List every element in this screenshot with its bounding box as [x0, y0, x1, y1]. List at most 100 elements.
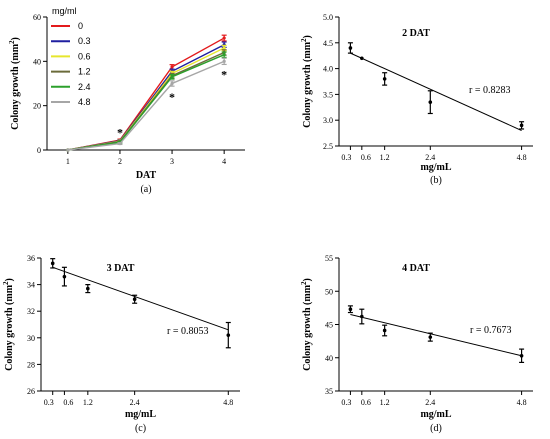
- y-tick-label: 50: [325, 287, 333, 296]
- data-point-0-3: [222, 36, 226, 40]
- legend-entry-3: 1.2: [78, 67, 91, 77]
- data-point-0: [348, 307, 353, 312]
- regression-line: [52, 266, 229, 331]
- y-tick-label: 3.5: [323, 90, 333, 99]
- data-point-4-2: [170, 75, 174, 79]
- panel-caption: (b): [430, 175, 442, 186]
- x-tick-label: 4.8: [223, 398, 233, 407]
- data-point-3: [428, 100, 433, 104]
- data-point-2: [382, 77, 387, 81]
- x-axis-label: mg/mL: [125, 409, 156, 420]
- y-tick-label: 35: [325, 387, 333, 396]
- panel-b: 2.5 3.0 3.5 4.0 4.5 5.0 0.3 0.6 1.2 2.4 4.8 2 DAT mg…: [300, 13, 533, 186]
- y-tick-label: 55: [325, 254, 333, 263]
- series-line-0: [67, 37, 225, 151]
- significance-marker-1: *: [169, 90, 175, 104]
- x-tick-label: 1: [66, 157, 70, 166]
- data-point-4: [226, 333, 231, 337]
- series-line-1: [67, 44, 225, 151]
- panel-caption: (a): [140, 184, 151, 195]
- data-point-1: [360, 314, 364, 319]
- y-axis-label: Colony growth (mm2): [300, 35, 313, 128]
- y-tick-label: 32: [27, 307, 35, 316]
- panel-d: 35 40 45 50 55 0.3 0.6 1.2 2.4 4.8 4 DAT mg/mL Colon…: [300, 254, 533, 434]
- x-tick-label: 1.2: [380, 398, 390, 407]
- x-tick-label: 0.3: [341, 153, 351, 162]
- x-axis-label: mg/mL: [420, 162, 451, 173]
- data-point-1: [360, 56, 364, 61]
- x-tick-label: 2.4: [425, 153, 435, 162]
- data-point-4: [519, 123, 524, 128]
- y-tick-label: 40: [325, 354, 333, 363]
- y-tick-label: 20: [33, 102, 41, 111]
- data-point-2: [86, 286, 90, 291]
- y-tick-label: 36: [27, 254, 35, 263]
- series-line-5: [67, 60, 225, 151]
- panel-title: 3 DAT: [107, 263, 135, 274]
- data-point-1: [62, 274, 67, 279]
- y-tick-label: 28: [27, 360, 35, 369]
- correlation-label: r = 0.8283: [469, 85, 510, 96]
- y-tick-label: 5.0: [323, 13, 333, 22]
- x-tick-label: 0.6: [361, 153, 371, 162]
- data-point-5-2: [170, 81, 174, 86]
- panel-title: 2 DAT: [402, 28, 430, 39]
- legend-entry-1: 0.3: [78, 36, 91, 46]
- legend-entry-0: 0: [78, 21, 83, 31]
- x-tick-label: 1.2: [83, 398, 93, 407]
- y-tick-label: 45: [325, 321, 333, 330]
- x-tick-label: 4: [222, 157, 226, 166]
- x-tick-label: 4.8: [517, 153, 527, 162]
- y-tick-label: 4.0: [323, 65, 333, 74]
- legend-title: mg/ml: [52, 6, 77, 16]
- x-tick-label: 4.8: [517, 398, 527, 407]
- data-point-0: [348, 46, 353, 50]
- data-point-4-3: [222, 53, 226, 57]
- x-tick-label: 1.2: [380, 153, 390, 162]
- significance-marker-0: *: [117, 125, 123, 139]
- correlation-label: r = 0.7673: [470, 325, 511, 336]
- panel-c: 26 28 30 32 34 36 0.3 0.6 1.2 2.4 4.8 3 DAT mg/mL Col…: [2, 254, 240, 434]
- correlation-label: r = 0.8053: [167, 326, 208, 337]
- data-point-5-1: [118, 141, 122, 146]
- x-tick-label: 2.4: [130, 398, 140, 407]
- regression-line: [350, 314, 522, 357]
- y-tick-label: 0: [37, 146, 41, 155]
- data-point-5-3: [222, 59, 226, 63]
- series-line-3: [67, 51, 225, 151]
- panel-caption: (d): [430, 423, 442, 434]
- data-point-2-3: [222, 46, 226, 50]
- x-axis-label: DAT: [136, 170, 157, 181]
- panel-a: 0 20 40 60 1 2 3 4 DAT Colony growth (mm2) (a) * * * m…: [8, 6, 245, 195]
- data-point-3: [132, 297, 137, 302]
- x-tick-label: 2.4: [425, 398, 435, 407]
- y-tick-label: 3.0: [323, 116, 333, 125]
- y-tick-label: 2.5: [323, 142, 333, 151]
- y-axis-label: Colony growth (mm2): [2, 278, 15, 371]
- legend-entry-2: 0.6: [78, 51, 91, 61]
- y-tick-label: 4.5: [323, 39, 333, 48]
- significance-marker-2: *: [221, 68, 227, 82]
- legend-entry-4: 2.4: [78, 82, 91, 92]
- x-tick-label: 0.6: [63, 398, 73, 407]
- data-point-0: [50, 261, 55, 266]
- regression-line: [350, 52, 522, 131]
- y-tick-label: 26: [27, 387, 35, 396]
- panel-title: 4 DAT: [402, 263, 430, 274]
- y-tick-label: 30: [27, 334, 35, 343]
- y-tick-label: 60: [33, 13, 41, 22]
- x-tick-label: 0.6: [361, 398, 371, 407]
- data-point-3: [428, 335, 433, 339]
- data-point-2: [382, 328, 387, 333]
- y-tick-label: 40: [33, 57, 41, 66]
- data-point-0-2: [170, 65, 174, 69]
- x-tick-label: 2: [118, 157, 122, 166]
- legend-entry-5: 4.8: [78, 97, 91, 107]
- y-axis-label: Colony growth (mm2): [300, 278, 313, 371]
- x-tick-label: 0.3: [341, 398, 351, 407]
- y-tick-label: 34: [27, 281, 35, 290]
- y-axis-label: Colony growth (mm2): [8, 37, 21, 130]
- x-tick-label: 0.3: [44, 398, 54, 407]
- x-tick-label: 3: [170, 157, 174, 166]
